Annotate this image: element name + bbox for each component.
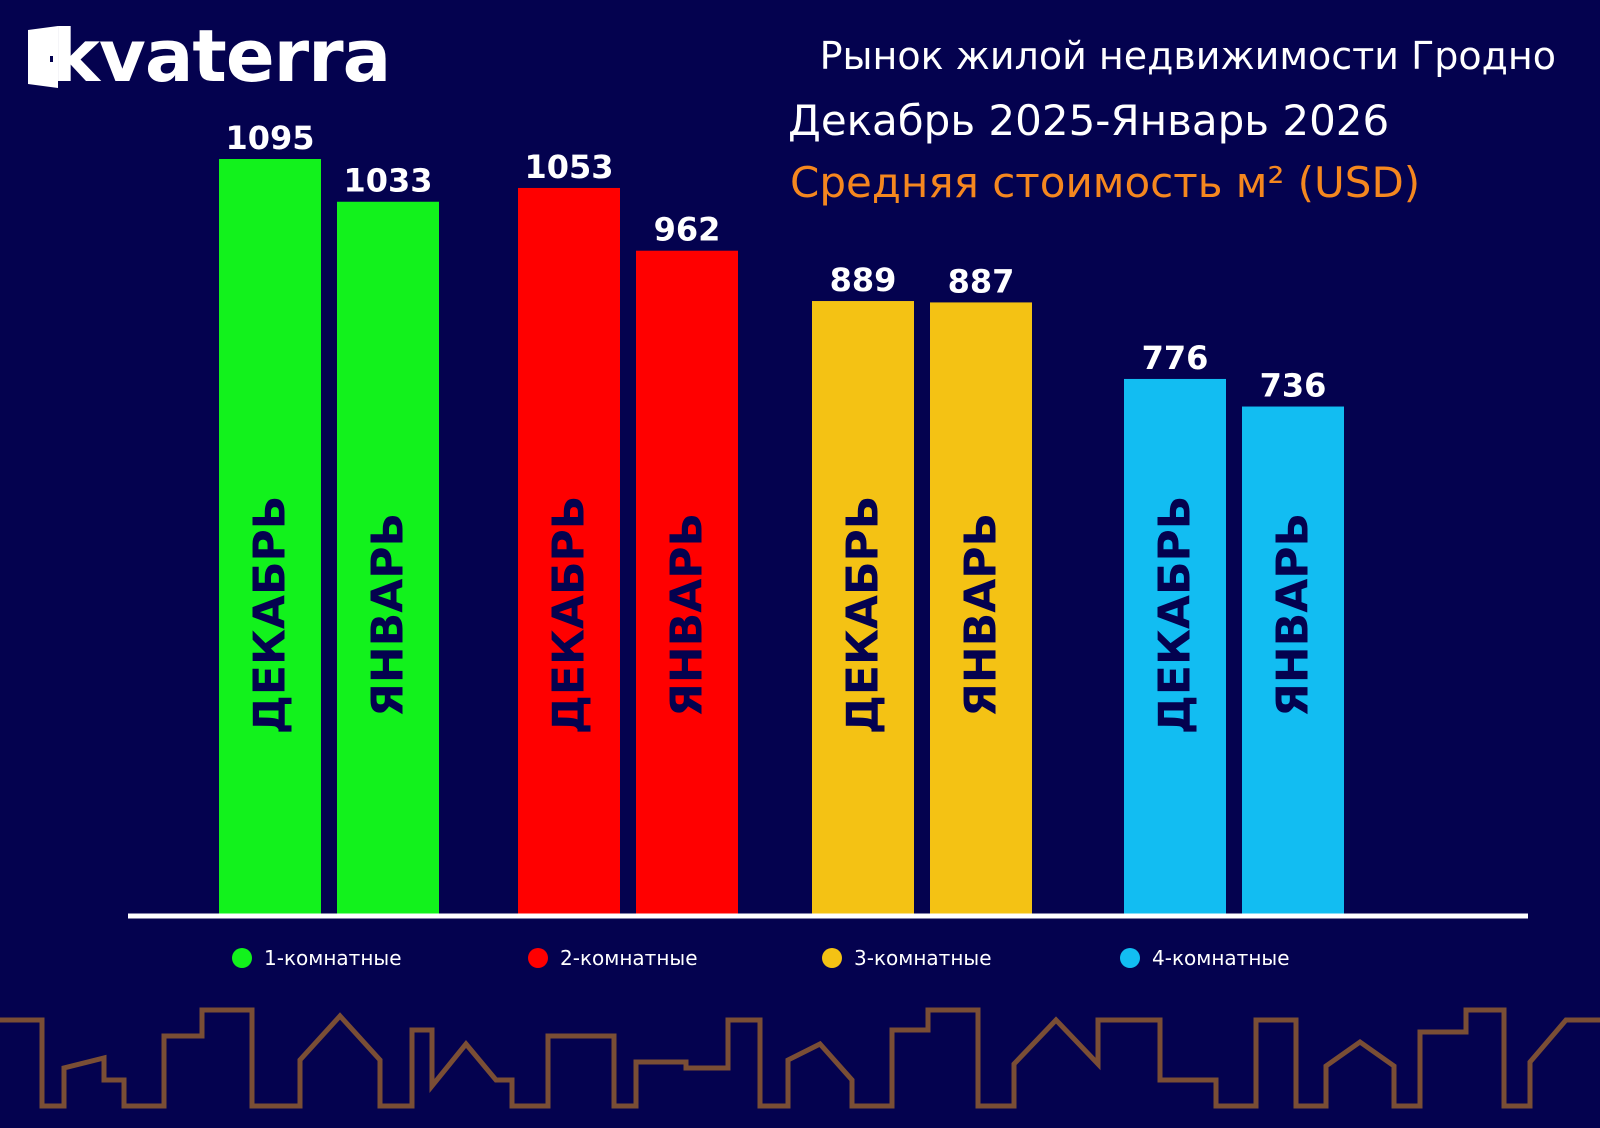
bar-4-dec — [1124, 378, 1226, 914]
value-label: 736 — [1260, 367, 1327, 405]
legend-item: 1-комнатные — [232, 946, 402, 970]
bar-4-jan — [1242, 406, 1344, 914]
value-label: 776 — [1142, 339, 1209, 377]
value-label: 1033 — [343, 162, 432, 200]
legend-item: 4-комнатные — [1120, 946, 1290, 970]
month-label: ЯНВАРЬ — [1268, 513, 1319, 717]
month-label: ДЕКАБРЬ — [838, 496, 889, 735]
city-skyline-decoration — [0, 1007, 1600, 1109]
value-label: 887 — [948, 262, 1015, 300]
legend-label: 4-комнатные — [1152, 946, 1290, 970]
legend-dot-icon — [822, 948, 842, 968]
bar-3-jan — [930, 302, 1032, 914]
brand-logo: kvaterra — [52, 14, 391, 98]
month-label: ЯНВАРЬ — [662, 513, 713, 717]
period-title: Декабрь 2025-Январь 2026 — [788, 96, 1390, 145]
legend-item: 3-комнатные — [822, 946, 992, 970]
month-label: ЯНВАРЬ — [956, 513, 1007, 717]
value-label: 1053 — [524, 148, 613, 186]
legend-label: 3-комнатные — [854, 946, 992, 970]
legend-label: 1-комнатные — [264, 946, 402, 970]
legend-item: 2-комнатные — [528, 946, 698, 970]
month-label: ЯНВАРЬ — [363, 513, 414, 717]
bar-3-dec — [812, 301, 914, 915]
value-label: 889 — [830, 261, 897, 299]
bar-1-dec — [219, 159, 321, 914]
bar-2-jan — [636, 250, 738, 915]
legend-dot-icon — [1120, 948, 1140, 968]
month-label: ДЕКАБРЬ — [245, 496, 296, 735]
bar-2-dec — [518, 187, 620, 914]
legend-label: 2-комнатные — [560, 946, 698, 970]
month-label: ДЕКАБРЬ — [544, 496, 595, 735]
month-label: ДЕКАБРЬ — [1150, 496, 1201, 735]
chart-subtitle: Средняя стоимость м² (USD) — [790, 158, 1421, 207]
value-label: 1095 — [225, 119, 314, 157]
page-title: Рынок жилой недвижимости Гродно — [819, 34, 1556, 78]
legend-dot-icon — [232, 948, 252, 968]
logo-door-icon — [28, 26, 58, 88]
legend-dot-icon — [528, 948, 548, 968]
value-label: 962 — [654, 211, 721, 249]
bar-1-jan — [337, 201, 439, 915]
